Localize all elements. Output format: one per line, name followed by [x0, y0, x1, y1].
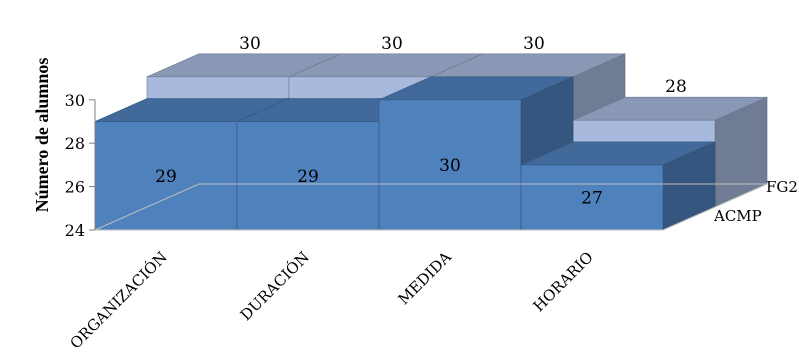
y-tick-label: 28 [65, 134, 85, 153]
bar-acmp-4 [520, 141, 716, 231]
y-tick-label: 24 [65, 221, 85, 240]
chart-floor [94, 183, 768, 231]
data-label-acmp-3: 30 [439, 156, 461, 176]
data-label-fg2-4: 28 [665, 77, 687, 97]
y-tick-label: 26 [65, 178, 85, 197]
data-label-acmp-4: 27 [581, 188, 603, 208]
x-tick-label: MEDIDA [395, 248, 455, 308]
x-tick-label: DURACIÓN [237, 248, 313, 324]
x-tick-label: HORARIO [530, 248, 597, 315]
data-label-fg2-3: 30 [523, 34, 545, 54]
x-tick-label: ORGANIZACIÓN [66, 248, 170, 352]
series-label-acmp: ACMP [713, 207, 762, 225]
data-label-fg2-1: 30 [239, 34, 261, 54]
data-label-acmp-2: 29 [297, 167, 319, 187]
data-label-fg2-2: 30 [381, 34, 403, 54]
y-axis-title: Número de alumnos [32, 58, 52, 213]
series-label-fg2: FG2 [766, 178, 798, 196]
y-tick-label: 30 [65, 91, 85, 110]
data-label-acmp-1: 29 [155, 167, 177, 187]
front-series-layer: 29 29 30 27 [94, 76, 716, 231]
